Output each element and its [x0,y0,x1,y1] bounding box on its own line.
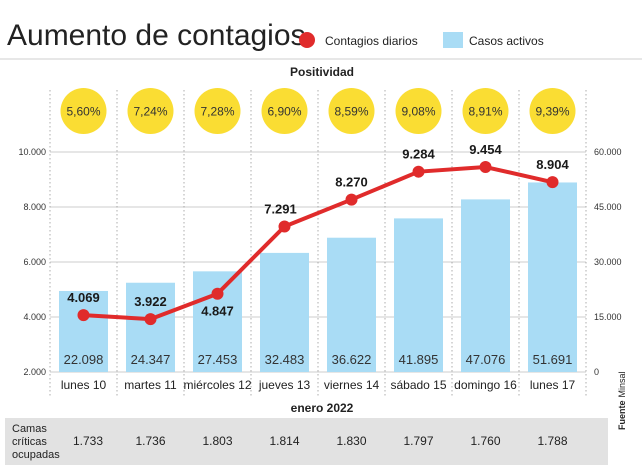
positivity-title: Positividad [290,65,354,79]
active-cases-bar [126,282,175,372]
active-cases-label: 51.691 [533,352,573,367]
positivity-circle [328,88,375,134]
category-label: domingo 16 [454,378,517,392]
positivity-circle [60,88,107,134]
positivity-circle [395,88,442,134]
active-cases-bar [59,290,108,372]
left-axis-tick: 4.000 [23,312,46,322]
right-axis-tick: 30.000 [594,257,622,267]
positivity-circle [261,88,308,134]
right-axis-tick: 60.000 [594,147,622,157]
left-axis-tick: 6.000 [23,257,46,267]
camas-value: 1.814 [269,434,299,448]
daily-cases-label: 8.270 [335,175,368,190]
daily-cases-point [211,287,224,300]
positivity-circle [462,88,509,134]
left-axis-tick: 10.000 [18,147,46,157]
daily-cases-point [546,176,559,189]
daily-cases-point [144,313,157,326]
left-axis-tick: 2.000 [23,367,46,377]
x-axis-categories: lunes 10 martes 11 miércoles 12 jueves 13 vi… [61,378,576,392]
active-cases-labels: 22.098 24.347 27.453 32.483 36.622 41.895 47.0… [64,352,573,367]
active-cases-label: 24.347 [131,352,171,367]
category-label: miércoles 12 [183,378,251,392]
daily-cases-label: 7.291 [264,201,297,216]
positivity-value: 7,24% [133,105,167,119]
daily-cases-point [412,165,425,178]
positivity-value: 9,08% [401,105,435,119]
daily-cases-label: 4.847 [201,304,234,319]
category-label: jueves 13 [258,378,311,392]
active-cases-label: 22.098 [64,352,104,367]
source-note: FuenteMinsal [617,371,627,430]
camas-band [5,418,608,465]
positivity-circle [194,88,241,134]
left-axis-tick: 8.000 [23,202,46,212]
legend-active-label: Casos activos [469,34,544,48]
daily-cases-label: 9.454 [469,142,502,157]
category-label: lunes 10 [61,378,107,392]
category-label: martes 11 [124,378,177,392]
daily-cases-label: 9.284 [402,147,435,162]
camas-value: 1.830 [336,434,366,448]
x-axis-title: enero 2022 [291,401,354,415]
daily-cases-point [479,161,492,174]
camas-value: 1.733 [73,434,103,448]
positivity-value: 6,90% [267,105,301,119]
camas-value: 1.736 [135,434,165,448]
active-cases-bar [461,199,510,372]
daily-cases-polyline [83,165,553,322]
active-cases-label: 36.622 [332,352,372,367]
daily-cases-label: 3.922 [134,294,167,309]
positivity-circle [127,88,174,134]
active-cases-label: 41.895 [399,352,439,367]
daily-cases-point [77,309,90,322]
camas-value: 1.760 [470,434,500,448]
daily-cases-point [345,193,358,206]
chart-title: Aumento de contagios [7,19,306,52]
active-cases-bar [394,218,443,372]
camas-value: 1.797 [403,434,433,448]
daily-cases-line [77,161,559,326]
legend-daily-label: Contagios diarios [325,34,418,48]
category-label: sábado 15 [390,378,446,392]
active-cases-bars [59,182,577,372]
right-axis: 0 15.000 30.000 45.000 60.000 [594,147,622,377]
camas-row: Camas críticas ocupadas 1.733 1.736 1.803 1… [12,423,568,461]
daily-cases-label: 8.904 [536,157,569,172]
camas-label-line-3: ocupadas [12,449,60,461]
positivity-row: 5,60% 7,24% 7,28% 6,90% 8,59% 9,08% 8,91% 9,39% [60,88,576,134]
right-axis-tick: 45.000 [594,202,622,212]
positivity-value: 8,59% [334,105,368,119]
right-axis-tick: 15.000 [594,312,622,322]
active-cases-bar [528,182,577,372]
positivity-value: 8,91% [468,105,502,119]
camas-value: 1.803 [202,434,232,448]
positivity-value: 7,28% [200,105,234,119]
category-label: viernes 14 [324,378,380,392]
active-cases-label: 32.483 [265,352,305,367]
active-cases-bar [260,252,309,372]
active-cases-bar [327,237,376,372]
active-cases-label: 47.076 [466,352,506,367]
positivity-circle [529,88,576,134]
left-axis: 2.000 4.000 6.000 8.000 10.000 [18,147,46,377]
positivity-value: 5,60% [66,105,100,119]
camas-label-line-1: Camas [12,423,47,435]
legend-daily-marker [299,32,315,48]
active-cases-label: 27.453 [198,352,238,367]
positivity-value: 9,39% [535,105,569,119]
category-label: lunes 17 [530,378,576,392]
camas-label-line-2: críticas [12,436,47,448]
daily-cases-labels: 4.069 3.922 4.847 7.291 8.270 9.284 9.454 8.904 [67,142,569,319]
camas-value: 1.788 [537,434,567,448]
legend: Contagios diarios Casos activos [299,32,544,48]
legend-active-swatch [443,32,463,48]
right-axis-tick: 0 [594,367,599,377]
daily-cases-label: 4.069 [67,290,100,305]
daily-cases-point [278,220,291,233]
